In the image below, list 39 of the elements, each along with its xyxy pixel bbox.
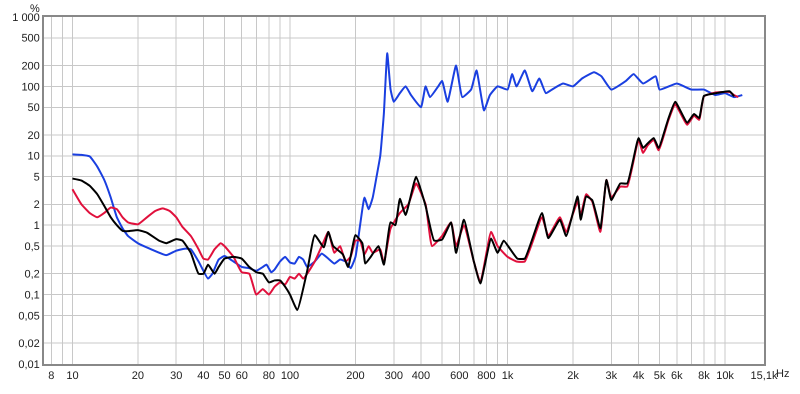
- y-tick-label: 200: [21, 60, 40, 72]
- x-tick-label: 600: [450, 370, 468, 382]
- y-tick-label: 20: [28, 130, 40, 142]
- x-tick-label: 5k: [654, 370, 666, 382]
- x-tick-label: 30: [170, 370, 182, 382]
- y-tick-label: 10: [28, 150, 40, 163]
- x-tick-label: 8: [48, 370, 54, 382]
- x-tick-label: 100: [280, 370, 300, 382]
- x-tick-label: 10k: [716, 370, 734, 382]
- x-tick-label: 4k: [632, 370, 645, 382]
- y-tick-label: 0,01: [18, 358, 40, 371]
- x-tick-label: 3k: [606, 370, 618, 382]
- y-tick-label: 0,1: [24, 289, 40, 302]
- x-tick-label: 40: [197, 370, 210, 382]
- x-tick-label: 50: [218, 370, 231, 382]
- x-tick-label: 10: [66, 370, 79, 382]
- x-tick-label: 8k: [698, 370, 710, 382]
- x-tick-label: 1k: [502, 370, 514, 382]
- x-tick-label: 300: [384, 370, 403, 382]
- y-tick-label: 0,05: [18, 310, 40, 322]
- y-tick-label: 0,02: [18, 338, 40, 350]
- y-tick-label: 50: [28, 102, 40, 114]
- x-tick-label: 80: [262, 370, 276, 382]
- y-tick-label: 0,2: [24, 268, 40, 281]
- y-tick-label: 2: [34, 199, 40, 212]
- x-tick-label: 2k: [567, 370, 580, 382]
- x-tick-label: 15,1k: [750, 370, 778, 382]
- y-tick-label: 500: [21, 32, 40, 45]
- x-tick-label: 200: [346, 370, 365, 382]
- y-tick-label: 0,5: [24, 240, 40, 253]
- x-tick-label: 800: [477, 370, 496, 382]
- y-tick-label: 100: [21, 81, 40, 94]
- x-tick-label: 20: [132, 370, 144, 382]
- y-tick-label: 5: [34, 172, 40, 184]
- y-tick-label: 1: [34, 220, 40, 232]
- x-tick-label: 6k: [670, 370, 684, 382]
- x-axis-title: Hz: [776, 368, 790, 380]
- x-tick-label: 400: [412, 370, 430, 382]
- x-tick-label: 60: [236, 370, 248, 382]
